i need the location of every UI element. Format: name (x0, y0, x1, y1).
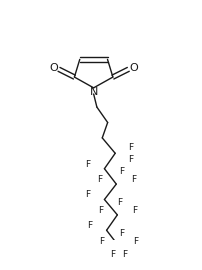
Text: F: F (109, 251, 114, 259)
Text: F: F (130, 175, 135, 184)
Text: F: F (98, 237, 104, 246)
Text: F: F (96, 175, 101, 184)
Text: N: N (89, 87, 97, 97)
Text: F: F (117, 198, 122, 207)
Text: F: F (118, 167, 123, 176)
Text: F: F (121, 251, 126, 259)
Text: O: O (49, 63, 58, 73)
Text: F: F (84, 160, 90, 168)
Text: F: F (87, 221, 92, 230)
Text: F: F (131, 206, 136, 215)
Text: F: F (84, 190, 90, 199)
Text: F: F (119, 229, 124, 238)
Text: F: F (127, 143, 133, 152)
Text: F: F (127, 155, 133, 164)
Text: F: F (132, 237, 137, 246)
Text: F: F (97, 206, 102, 215)
Text: O: O (129, 63, 137, 73)
